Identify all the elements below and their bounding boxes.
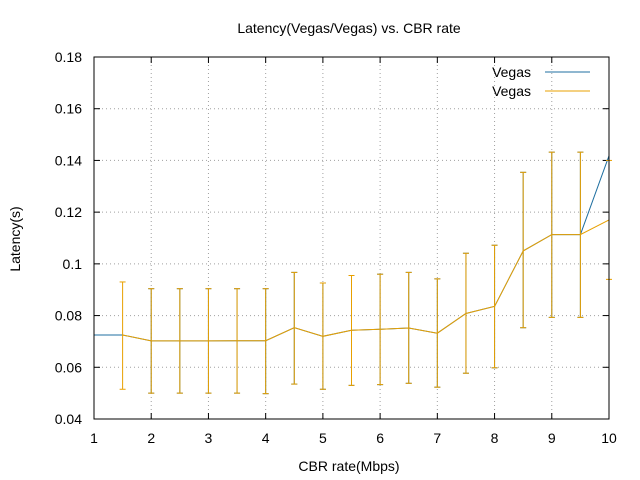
- x-tick-label: 2: [147, 430, 155, 446]
- chart-title: Latency(Vegas/Vegas) vs. CBR rate: [237, 20, 461, 36]
- x-axis-label: CBR rate(Mbps): [298, 458, 399, 474]
- tick-labels: 1 2 3 4 5 6 7 8 9 10 0.04 0.06 0.08 0.1 0.12 0.14 0.16 0.…: [55, 49, 617, 446]
- x-tick-label: 8: [491, 430, 499, 446]
- y-tick-label: 0.16: [55, 101, 82, 117]
- y-tick-label: 0.08: [55, 308, 82, 324]
- x-tick-label: 5: [319, 430, 327, 446]
- y-tick-label: 0.04: [55, 411, 82, 427]
- y-tick-label: 0.1: [63, 256, 83, 272]
- series-2: [119, 151, 612, 395]
- y-tick-label: 0.18: [55, 49, 82, 65]
- legend-label: Vegas: [492, 64, 531, 80]
- legend: Vegas Vegas: [492, 64, 590, 99]
- y-axis-label: Latency(s): [7, 206, 23, 271]
- x-tick-label: 1: [90, 430, 98, 446]
- x-tick-label: 4: [262, 430, 270, 446]
- legend-label: Vegas: [492, 83, 531, 99]
- x-tick-label: 7: [433, 430, 441, 446]
- plot-series: [94, 151, 612, 395]
- x-tick-label: 10: [601, 430, 617, 446]
- y-tick-label: 0.12: [55, 204, 82, 220]
- x-tick-label: 9: [548, 430, 556, 446]
- y-tick-label: 0.06: [55, 359, 82, 375]
- series-line: [122, 219, 610, 342]
- x-tick-label: 3: [205, 430, 213, 446]
- plot-frame: [93, 56, 610, 420]
- y-tick-label: 0.14: [55, 152, 82, 168]
- x-tick-label: 6: [376, 430, 384, 446]
